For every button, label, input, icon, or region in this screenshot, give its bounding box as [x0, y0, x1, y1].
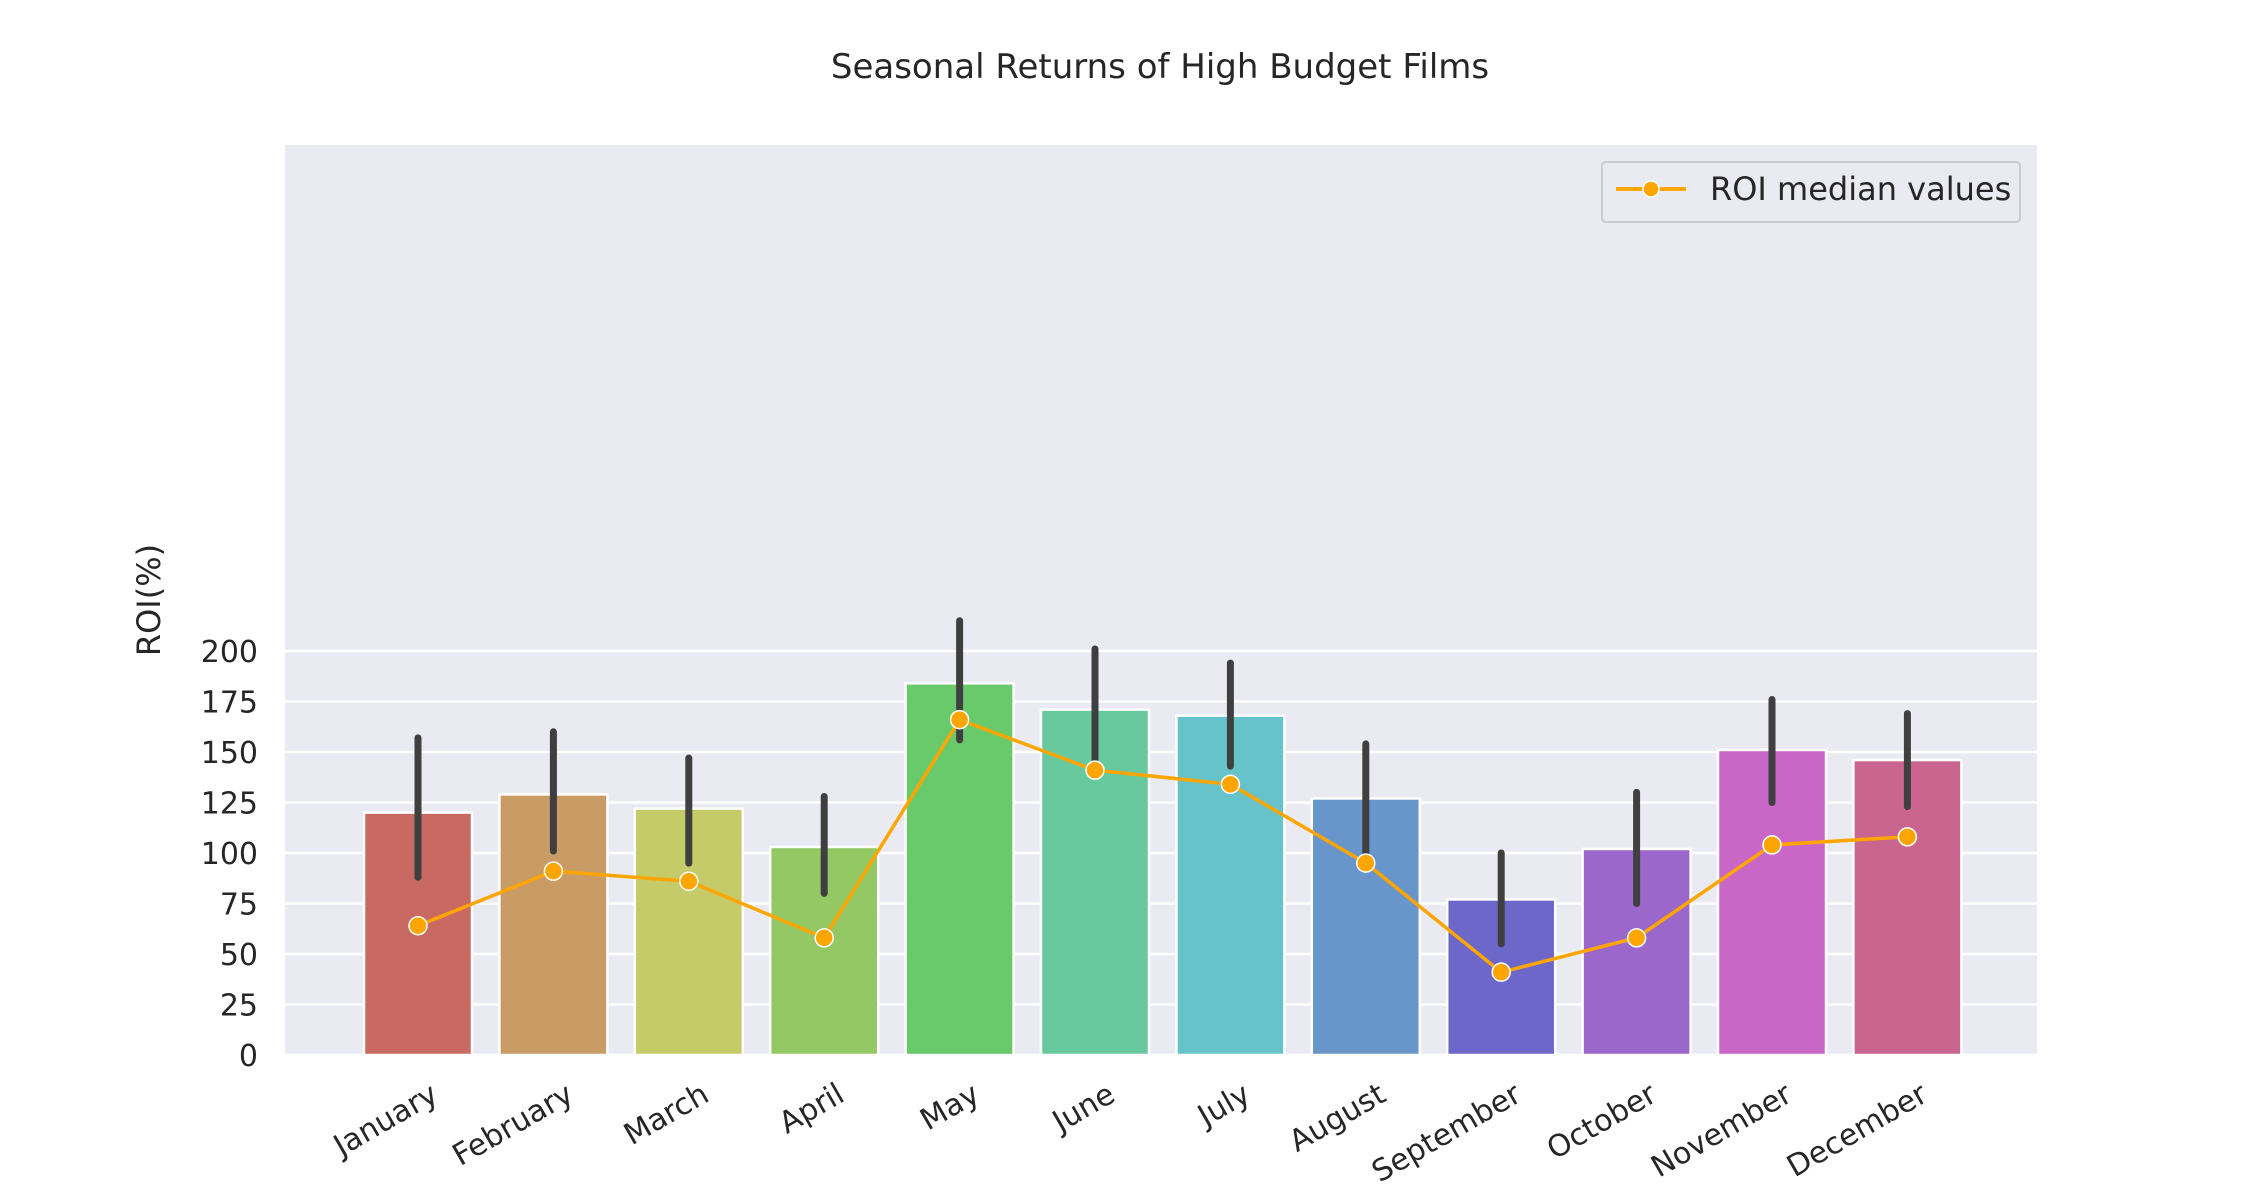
- x-tick-label: September: [1366, 1076, 1528, 1190]
- x-tick-label: October: [1541, 1076, 1663, 1167]
- y-tick-label: 75: [220, 888, 258, 923]
- median-point: [1626, 928, 1647, 948]
- median-point: [1356, 853, 1376, 873]
- x-tick-label: February: [447, 1077, 580, 1174]
- x-tick-label: June: [1045, 1077, 1121, 1141]
- median-point: [1085, 760, 1105, 780]
- median-point: [1762, 835, 1782, 855]
- median-line: [408, 709, 1918, 982]
- bar: [904, 682, 1015, 1057]
- x-tick-label: July: [1190, 1077, 1256, 1135]
- legend-marker-swatch: [1642, 180, 1660, 198]
- bar: [1175, 714, 1286, 1057]
- median-point: [543, 861, 564, 881]
- x-tick-label: December: [1781, 1076, 1934, 1184]
- y-tick-label: 150: [201, 736, 258, 771]
- y-tick-label: 25: [220, 989, 258, 1024]
- y-tick-label: 0: [239, 1039, 258, 1074]
- y-tick-label: 175: [201, 686, 258, 721]
- x-tick-label: March: [618, 1077, 715, 1153]
- y-tick-label: 100: [201, 837, 258, 872]
- x-tick-label: August: [1283, 1077, 1392, 1160]
- median-point: [1897, 827, 1918, 847]
- legend-box: [1601, 161, 2021, 223]
- x-tick-label: April: [773, 1077, 850, 1142]
- y-axis-label: ROI(%): [130, 544, 168, 656]
- legend-label: ROI median values: [1710, 170, 2011, 208]
- x-tick-label: November: [1645, 1076, 1798, 1185]
- chart-title: Seasonal Returns of High Budget Films: [831, 47, 1489, 87]
- x-tick-label: January: [326, 1077, 444, 1165]
- median-point: [1220, 774, 1241, 795]
- median-point: [1491, 962, 1511, 982]
- x-tick-labels: January February March April May June July Augu…: [326, 1076, 1934, 1190]
- median-point: [408, 915, 428, 936]
- y-tick-labels: 0 25 50 75 100 125 150 175 200: [201, 635, 258, 1074]
- y-tick-label: 200: [201, 635, 258, 670]
- legend: ROI median values: [1601, 161, 2021, 223]
- median-point: [679, 871, 699, 892]
- median-polyline: [417, 717, 1908, 975]
- x-tick-label: May: [914, 1077, 985, 1138]
- y-tick-label: 50: [220, 938, 258, 973]
- y-tick-label: 125: [201, 787, 258, 822]
- median-point: [949, 709, 970, 730]
- median-point: [814, 928, 834, 948]
